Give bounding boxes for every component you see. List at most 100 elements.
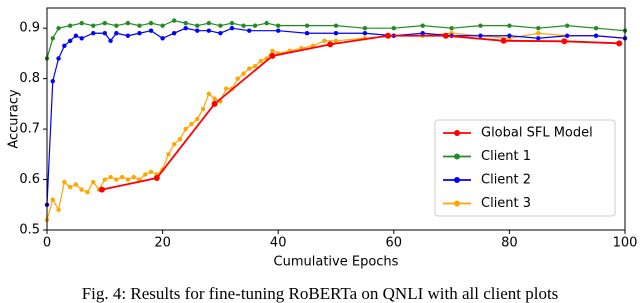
legend-label: Global SFL Model — [481, 126, 593, 141]
data-point — [195, 116, 200, 122]
data-point — [276, 28, 281, 33]
x-tick-label: 40 — [270, 236, 287, 251]
legend-marker — [454, 130, 460, 136]
data-point — [50, 78, 55, 84]
data-point — [62, 43, 67, 49]
data-point — [229, 20, 235, 26]
x-tick-label: 80 — [501, 236, 518, 251]
data-point — [304, 23, 310, 28]
y-axis-label: Accuracy — [7, 89, 22, 149]
data-point — [385, 32, 392, 39]
data-point — [200, 106, 206, 112]
data-point — [507, 23, 512, 28]
data-point — [333, 31, 339, 36]
data-point — [148, 20, 154, 26]
y-tick-label: 0.8 — [19, 71, 40, 86]
data-point — [536, 25, 541, 31]
x-tick-label: 20 — [154, 236, 171, 251]
data-point — [362, 25, 368, 31]
x-tick-label: 0 — [43, 236, 51, 251]
data-point — [536, 36, 541, 41]
data-point — [206, 28, 212, 33]
data-point — [125, 20, 131, 26]
data-point — [264, 20, 269, 26]
data-point — [276, 23, 281, 28]
data-point — [171, 142, 177, 147]
data-point — [322, 38, 327, 43]
series-line — [101, 34, 620, 191]
data-point — [258, 58, 264, 64]
data-point — [56, 56, 61, 61]
data-point — [108, 174, 113, 180]
data-point — [536, 31, 541, 36]
data-point — [56, 25, 61, 31]
data-point — [565, 33, 570, 38]
data-point — [119, 174, 125, 180]
data-point — [189, 121, 194, 127]
data-point — [91, 31, 96, 36]
data-point — [143, 172, 148, 177]
data-point — [102, 20, 108, 26]
data-point — [507, 33, 512, 38]
y-tick-label: 0.6 — [19, 172, 40, 187]
data-point — [148, 28, 154, 33]
data-point — [211, 100, 218, 107]
data-point — [420, 31, 425, 36]
data-point — [102, 177, 108, 182]
data-point — [79, 187, 84, 192]
data-point — [212, 96, 217, 102]
data-point — [362, 31, 368, 36]
data-point — [333, 23, 339, 28]
y-tick-label: 0.7 — [19, 122, 40, 137]
data-point — [241, 71, 246, 76]
y-tick-label: 0.5 — [19, 223, 40, 238]
x-tick-label: 60 — [386, 236, 403, 251]
y-tick-label: 0.9 — [19, 21, 40, 36]
data-point — [449, 25, 454, 31]
data-point — [391, 25, 396, 31]
data-point — [616, 40, 623, 47]
data-point — [500, 37, 507, 44]
data-point — [177, 136, 183, 142]
data-point — [327, 41, 334, 48]
data-point — [333, 38, 339, 43]
plot-frame — [46, 7, 626, 231]
data-point — [478, 23, 483, 28]
data-point — [247, 28, 252, 33]
data-point — [148, 169, 154, 175]
data-point — [91, 179, 96, 185]
data-point — [304, 31, 310, 36]
data-point — [565, 23, 570, 28]
data-point — [102, 31, 108, 36]
data-point — [235, 76, 240, 81]
legend-label: Client 3 — [481, 196, 531, 211]
data-point — [206, 20, 212, 26]
data-point — [131, 174, 136, 180]
data-point — [171, 31, 177, 36]
data-point — [67, 184, 73, 190]
data-point — [241, 23, 246, 28]
data-point — [183, 20, 188, 26]
data-point — [125, 33, 131, 38]
data-point — [85, 189, 90, 195]
data-point — [91, 23, 96, 28]
legend-box — [434, 119, 616, 217]
data-point — [114, 177, 119, 182]
data-point — [420, 23, 425, 28]
data-point — [67, 23, 73, 28]
data-point — [79, 36, 84, 41]
data-point — [160, 23, 165, 28]
legend-label: Client 2 — [481, 173, 531, 188]
legend-marker — [454, 153, 460, 160]
data-point — [252, 23, 258, 28]
x-axis-label: Cumulative Epochs — [274, 255, 399, 270]
data-point — [108, 38, 113, 43]
data-point — [98, 186, 105, 193]
data-point — [270, 48, 275, 54]
data-point — [223, 86, 229, 91]
data-point — [73, 182, 79, 187]
data-point — [442, 32, 449, 39]
data-point — [183, 126, 188, 132]
data-point — [206, 91, 212, 96]
